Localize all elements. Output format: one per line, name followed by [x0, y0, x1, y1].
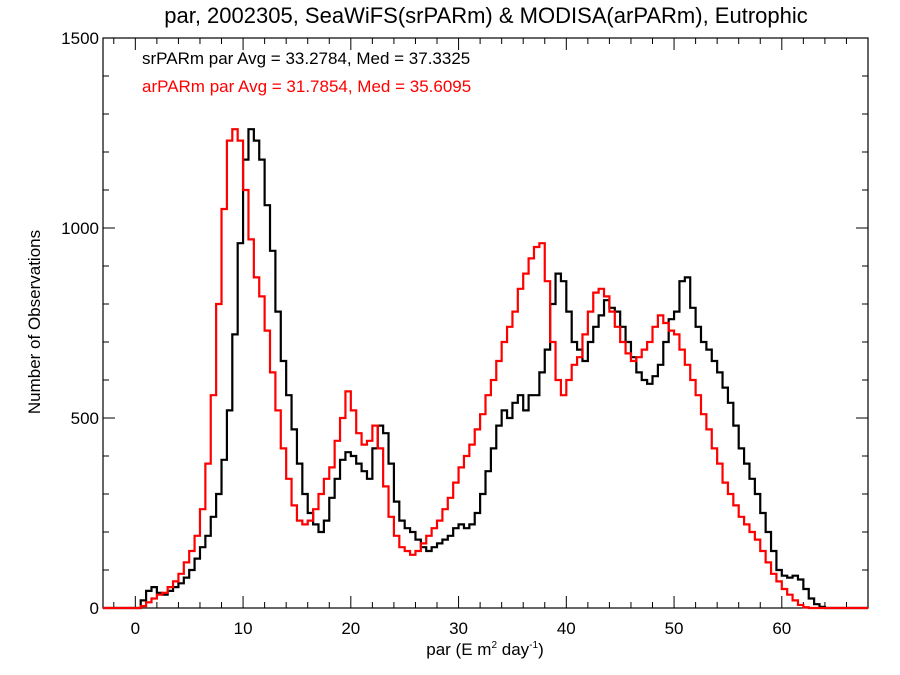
x-axis-label: par (E m2 day-1) — [426, 640, 543, 659]
legend-srparm: srPARm par Avg = 33.2784, Med = 37.3325 — [142, 49, 470, 68]
series-line-srparm — [103, 128, 868, 610]
x-tick-label: 20 — [341, 619, 360, 638]
plot-area: 0 10 20 30 40 50 60 0 500 1000 1500 — [61, 29, 869, 638]
legend-arparm: arPARm par Avg = 31.7854, Med = 35.6095 — [142, 77, 471, 96]
x-tick-label: 30 — [449, 619, 468, 638]
x-tick-label: 0 — [131, 619, 140, 638]
y-axis-ticks: 0 500 1000 1500 — [61, 29, 868, 618]
y-axis-label: Number of Observations — [25, 230, 44, 414]
y-tick-label: 1500 — [61, 29, 99, 48]
x-tick-label: 10 — [234, 619, 253, 638]
x-tick-label: 50 — [665, 619, 684, 638]
chart-title: par, 2002305, SeaWiFS(srPARm) & MODISA(a… — [164, 3, 808, 28]
series-line-arparm — [103, 128, 868, 610]
plot-frame — [102, 37, 869, 609]
y-tick-label: 500 — [71, 409, 99, 428]
x-axis-ticks: 0 10 20 30 40 50 60 — [113, 38, 847, 638]
y-tick-label: 0 — [90, 599, 99, 618]
y-tick-label: 1000 — [61, 219, 99, 238]
series-layer — [103, 128, 868, 610]
x-tick-label: 60 — [772, 619, 791, 638]
x-tick-label: 40 — [557, 619, 576, 638]
